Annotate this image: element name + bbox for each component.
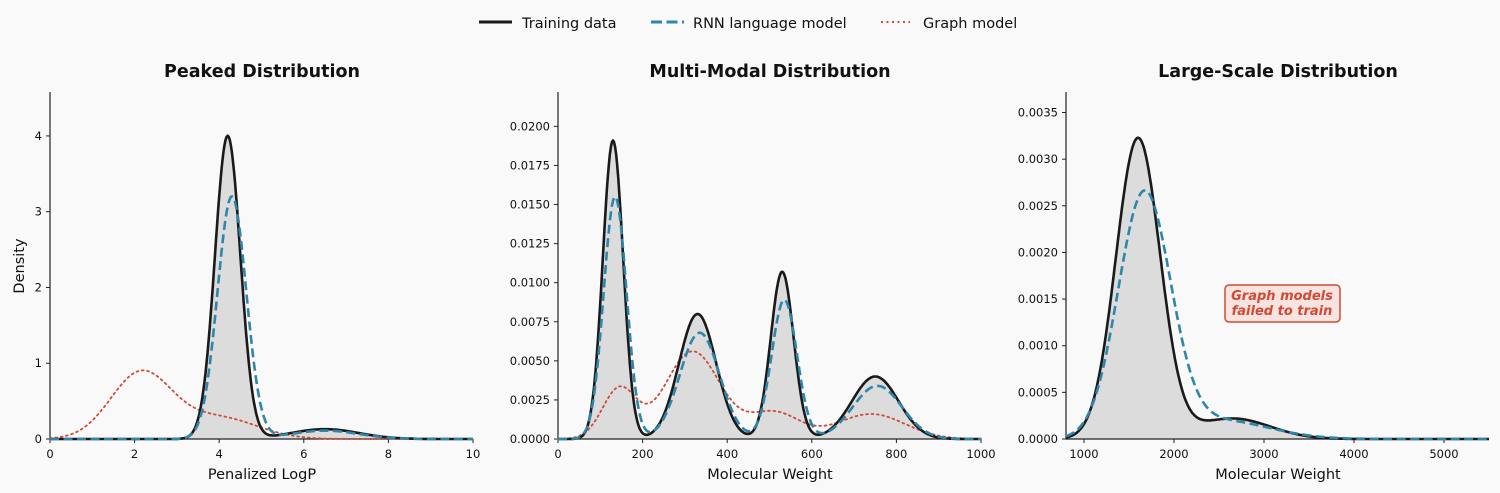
rnn-language-model-curve: [557, 195, 982, 441]
panel-title: Multi-Modal Distribution: [649, 62, 890, 82]
y-tick-label: 0.0100: [510, 276, 550, 290]
legend-item-graph: Graph model: [881, 16, 1017, 32]
plot-area: 0 200 400 600 800 1000 0.0000 0.0025 0.0050 0.007…: [510, 92, 996, 461]
rnn-language-model-curve: [1065, 189, 1490, 441]
x-tick-label: 800: [885, 447, 907, 461]
y-tick-label: 0.0000: [1018, 432, 1058, 446]
y-tick-label: 0.0025: [510, 393, 550, 407]
x-tick-label: 0: [46, 447, 53, 461]
panel-title: Large-Scale Distribution: [1158, 62, 1398, 82]
x-tick-label: 4000: [1339, 447, 1368, 461]
panel-title: Peaked Distribution: [164, 62, 360, 82]
x-tick-label: 1000: [1069, 447, 1098, 461]
y-tick-label: 0.0025: [1018, 199, 1058, 213]
x-axis-label: Molecular Weight: [1215, 467, 1341, 483]
y-tick-label: 1: [35, 356, 42, 370]
y-tick-label: 0.0075: [510, 315, 550, 329]
x-axis-label: Penalized LogP: [208, 467, 317, 483]
y-tick-label: 0: [35, 432, 42, 446]
plot-area: 1000 2000 3000 4000 5000 0.0000 0.0005 0.0010 0.…: [1018, 92, 1490, 461]
y-tick-label: 4: [35, 129, 42, 143]
x-tick-label: 8: [385, 447, 392, 461]
y-tick-label: 3: [35, 205, 42, 219]
x-tick-label: 600: [801, 447, 823, 461]
y-tick-label: 0.0200: [510, 119, 550, 133]
y-tick-label: 0.0005: [1018, 385, 1058, 399]
legend: Training data RNN language model Graph m…: [479, 16, 1017, 32]
x-tick-label: 4: [216, 447, 223, 461]
y-tick-label: 0.0035: [1018, 106, 1058, 120]
legend-label-training: Training data: [521, 16, 616, 32]
y-tick-label: 2: [35, 280, 42, 294]
y-tick-label: 0.0030: [1018, 152, 1058, 166]
x-tick-label: 6: [300, 447, 307, 461]
x-tick-label: 2: [131, 447, 138, 461]
x-tick-label: 400: [716, 447, 738, 461]
panel-large-scale-distribution: Large-Scale Distribution Molecular Weigh…: [1018, 62, 1490, 483]
y-tick-label: 0.0020: [1018, 245, 1058, 259]
annotation-line-1: Graph models: [1231, 289, 1333, 304]
legend-item-training: Training data: [479, 16, 616, 32]
panel-peaked-distribution: Peaked Distribution Penalized LogP Densi…: [12, 62, 480, 483]
plot-area: 0 2 4 6 8 10 0 1 2 3 4: [35, 92, 481, 461]
x-tick-label: 0: [554, 447, 561, 461]
legend-item-rnn: RNN language model: [651, 16, 847, 32]
y-tick-label: 0.0015: [1018, 292, 1058, 306]
annotation-line-2: failed to train: [1232, 304, 1333, 319]
x-tick-label: 3000: [1249, 447, 1278, 461]
training-fill-area: [1066, 137, 1489, 439]
y-tick-label: 0.0050: [510, 354, 550, 368]
x-tick-label: 5000: [1429, 447, 1458, 461]
y-tick-label: 0.0150: [510, 198, 550, 212]
x-tick-label: 2000: [1159, 447, 1188, 461]
y-axis-label: Density: [12, 238, 28, 294]
annotation-box: [1224, 284, 1341, 323]
rnn-language-model-curve: [49, 195, 474, 441]
annotation-graph-failed: Graph models failed to train: [1224, 284, 1341, 323]
y-tick-label: 0.0010: [1018, 339, 1058, 353]
legend-label-rnn: RNN language model: [693, 16, 847, 32]
y-tick-label: 0.0175: [510, 158, 550, 172]
panel-multi-modal-distribution: Multi-Modal Distribution Molecular Weigh…: [510, 62, 996, 483]
y-tick-label: 0.0125: [510, 237, 550, 251]
training-fill-area: [558, 140, 981, 439]
x-tick-label: 10: [466, 447, 481, 461]
graph-model-curve: [557, 350, 982, 440]
x-tick-label: 200: [632, 447, 654, 461]
x-axis-label: Molecular Weight: [707, 467, 833, 483]
legend-label-graph: Graph model: [923, 16, 1017, 32]
x-tick-label: 1000: [966, 447, 995, 461]
y-tick-label: 0.0000: [510, 432, 550, 446]
